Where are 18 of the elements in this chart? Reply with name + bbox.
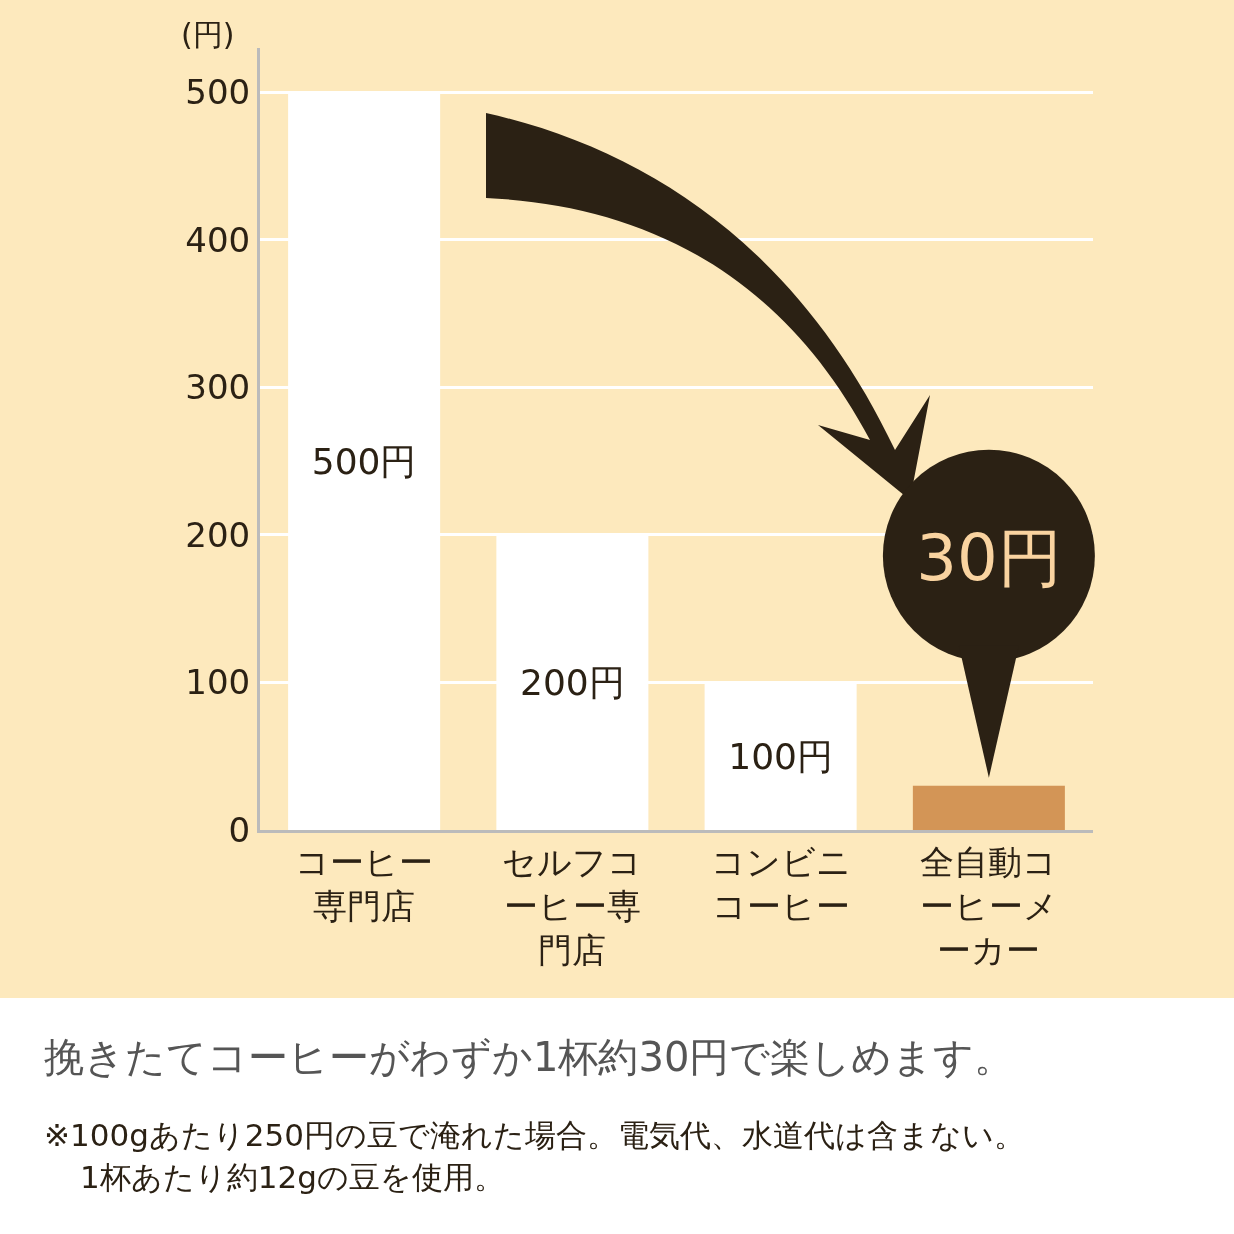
data-label: 30円 [916, 520, 1062, 595]
data-label: 200円 [520, 661, 625, 703]
text: ※100gあたり250円の豆で淹れた場合。電気代、水道代は含まない。1杯あたり約12gの豆を使用。 [44, 1117, 1025, 1195]
data-label: 500円 [311, 440, 417, 482]
text: 挽きたてコーヒーがわずか1杯約30円で楽しめます。 [44, 1034, 1015, 1080]
y-tick-label: 200 [185, 514, 251, 555]
bar [912, 785, 1065, 830]
x-tick-label: セルフコーヒー専門店 [502, 841, 643, 971]
y-tick-label: 400 [185, 219, 251, 260]
data-label: 100円 [728, 735, 833, 777]
x-tick-label: コーヒー専門店 [295, 841, 434, 926]
x-tick-label: 全自動コーヒーメーカー [919, 841, 1058, 971]
y-tick-label: 0 [228, 809, 251, 850]
y-tick-label: 500 [185, 72, 251, 113]
y-axis-title: (円) [181, 17, 235, 52]
y-tick-label: 100 [185, 662, 251, 703]
x-tick-label: コンビニコーヒー [710, 841, 851, 926]
y-tick-label: 300 [185, 367, 251, 408]
